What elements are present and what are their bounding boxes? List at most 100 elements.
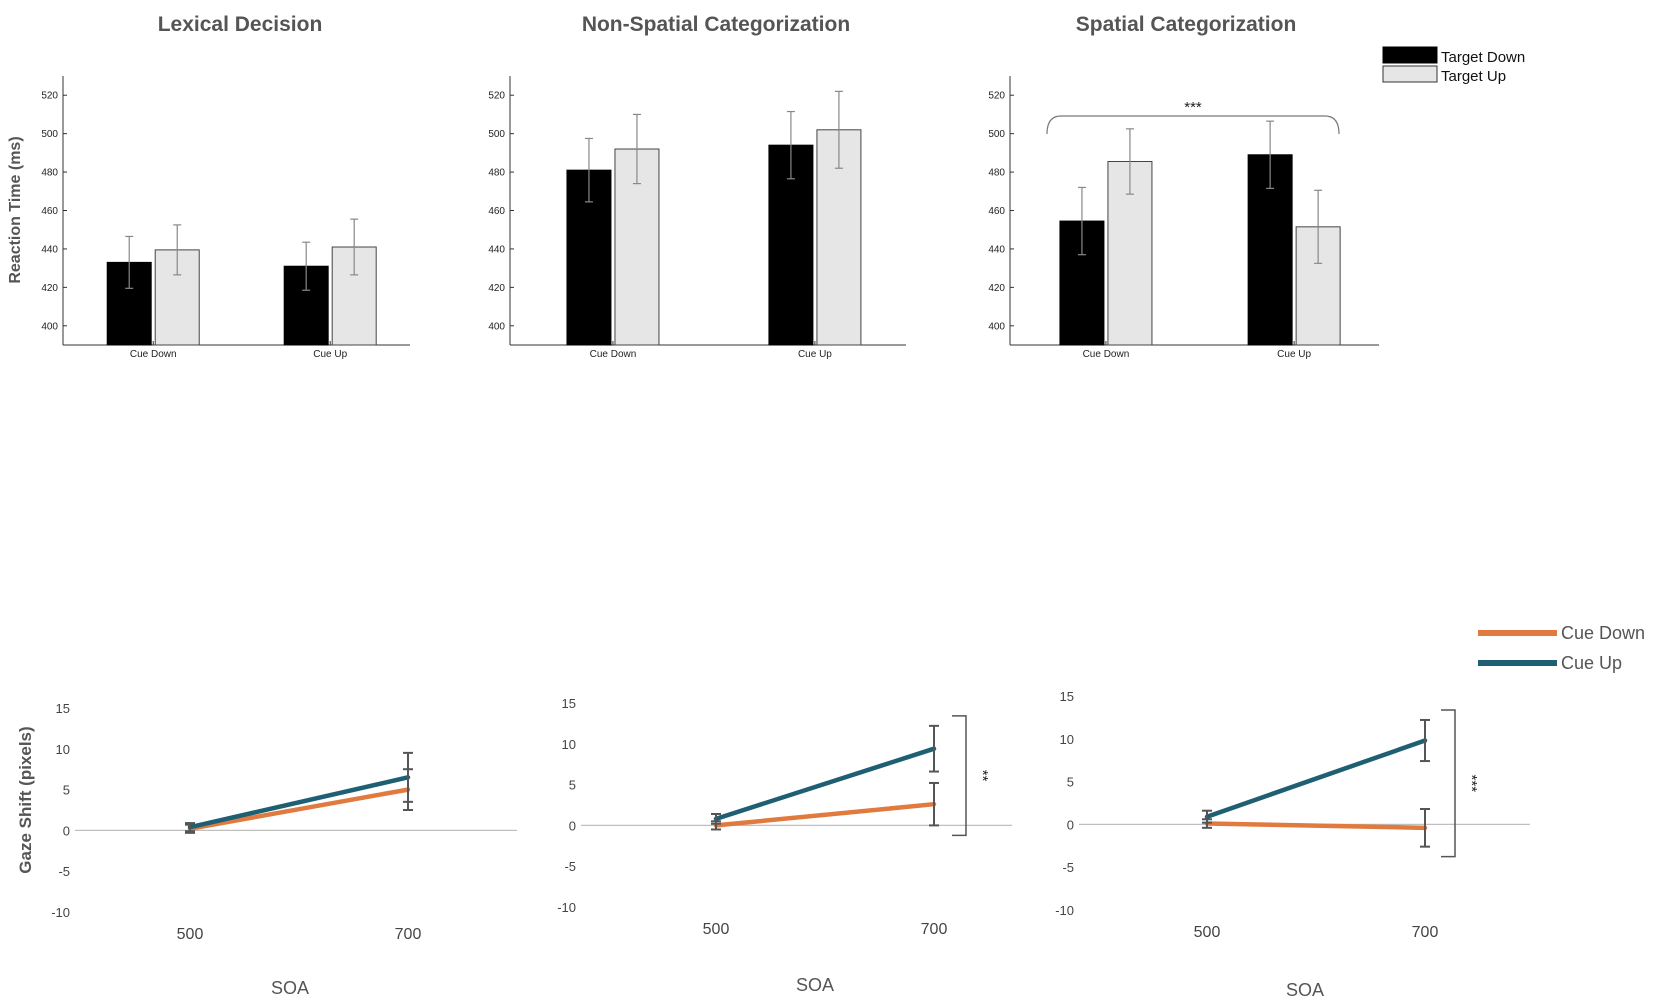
y-tick-label: 10: [1060, 732, 1074, 747]
rt-ylabel: Reaction Time (ms): [7, 136, 24, 283]
line-legend: Cue Down Cue Up: [1478, 623, 1645, 673]
y-tick-label: 460: [988, 206, 1005, 217]
x-tick-label: Cue Down: [1083, 349, 1130, 360]
error-bar-cue-up-700: [1420, 718, 1430, 763]
y-tick-label: 0: [569, 818, 576, 833]
y-tick-label: 420: [988, 283, 1005, 294]
y-tick-label: 440: [988, 244, 1005, 255]
y-tick-label: 10: [562, 737, 576, 752]
significance-stars: **: [974, 770, 991, 782]
significance-bracket: [1441, 709, 1456, 858]
series-line-cue-up: [1204, 738, 1428, 819]
gaze-panel-3: -10 -5 0 5 10 15 500 700 SOA ***: [1055, 689, 1530, 1000]
legend-label-cue-down: Cue Down: [1561, 623, 1645, 643]
y-tick-label: 10: [56, 742, 70, 757]
error-bar-target-up-cue-down: [173, 224, 182, 276]
y-tick-label: -10: [1055, 903, 1074, 918]
y-tick-label: 480: [41, 168, 58, 179]
bar-target-up-cue-down: [154, 249, 200, 346]
bar-legend: Target Down Target Up: [1382, 46, 1525, 85]
panel-title: Spatial Categorization: [1076, 13, 1297, 36]
y-tick-label: 520: [41, 91, 58, 102]
x-tick-label: Cue Up: [1277, 349, 1311, 360]
error-bar-cue-up-500: [1202, 809, 1212, 824]
y-tick-label: -10: [557, 900, 576, 915]
panel-title: Non-Spatial Categorization: [582, 13, 850, 36]
y-tick-label: 400: [488, 321, 505, 332]
x-tick-label: 500: [703, 921, 730, 938]
series-line-cue-up: [187, 775, 411, 830]
legend-label-target-up: Target Up: [1441, 68, 1506, 85]
y-tick-label: 15: [562, 696, 576, 711]
y-tick-label: 15: [1060, 689, 1074, 704]
legend-swatch-target-up: [1382, 65, 1438, 83]
error-bar-target-up-cue-up: [834, 90, 843, 169]
y-tick-label: 480: [988, 168, 1005, 179]
bar-panel-non-spatial-categorization: Non-Spatial Categorization 400 420 440 460 48…: [488, 13, 906, 360]
y-tick-label: 440: [488, 244, 505, 255]
y-tick-label: 420: [41, 283, 58, 294]
y-tick-label: 500: [488, 129, 505, 140]
series-line-cue-down: [713, 801, 937, 828]
bar-panel-lexical-decision: Lexical Decision 400 420 440 460 480 500 520 Cue…: [41, 13, 410, 360]
x-tick-label: Cue Down: [590, 349, 637, 360]
error-bar-cue-up-700: [929, 724, 939, 773]
legend-label-cue-up: Cue Up: [1561, 653, 1622, 673]
legend-label-target-down: Target Down: [1441, 49, 1525, 66]
y-tick-label: 5: [569, 778, 576, 793]
y-tick-label: 400: [988, 321, 1005, 332]
reaction-time-panels: Lexical Decision 400 420 440 460 480 500 520 Cue…: [41, 13, 1379, 360]
error-bar-target-up-cue-up: [1314, 189, 1323, 264]
y-tick-label: 15: [56, 701, 70, 716]
error-bar-target-down-cue-up: [786, 110, 795, 180]
x-axis-label: SOA: [796, 975, 834, 995]
y-tick-label: 5: [63, 783, 70, 798]
x-tick-label: Cue Down: [130, 349, 177, 360]
error-bar-target-down-cue-up: [302, 241, 311, 291]
error-bar-cue-up-500: [185, 822, 195, 833]
y-tick-label: 500: [988, 129, 1005, 140]
error-bar-target-up-cue-up: [350, 218, 359, 276]
x-axis-label: SOA: [271, 978, 309, 998]
error-bar-cue-down-700: [1420, 807, 1430, 848]
y-tick-label: 520: [988, 91, 1005, 102]
y-tick-label: 420: [488, 283, 505, 294]
y-tick-label: -10: [51, 905, 70, 920]
error-bar-target-up-cue-down: [632, 113, 641, 185]
gaze-ylabel: Gaze Shift (pixels): [16, 726, 35, 873]
error-bar-cue-up-700: [403, 751, 413, 803]
series-line-cue-down: [187, 787, 411, 832]
error-bar-target-up-cue-down: [1125, 128, 1134, 195]
error-bar-target-down-cue-down: [1077, 186, 1086, 256]
y-tick-label: -5: [58, 864, 70, 879]
error-bar-target-down-cue-up: [1266, 120, 1275, 190]
y-tick-label: 0: [63, 823, 70, 838]
x-tick-label: 700: [1412, 924, 1439, 941]
y-tick-label: 0: [1067, 817, 1074, 832]
significance-stars: ***: [1463, 775, 1480, 793]
y-tick-label: 480: [488, 168, 505, 179]
x-tick-label: Cue Up: [798, 349, 832, 360]
x-tick-label: 700: [921, 921, 948, 938]
significance-stars: ***: [1184, 99, 1202, 116]
legend-swatch-target-down: [1382, 46, 1438, 64]
series-line-cue-down: [1204, 821, 1428, 831]
gaze-panel-2: -10 -5 0 5 10 15 500 700 SOA **: [557, 696, 1012, 995]
x-tick-label: 700: [395, 926, 422, 943]
significance-bracket: [952, 715, 967, 837]
significance-bracket: [1046, 115, 1340, 135]
y-tick-label: -5: [564, 859, 576, 874]
gaze-shift-panels: -10 -5 0 5 10 15 500 700 SOA -10 -5 0 5 10 15 500 700 SOA…: [51, 689, 1530, 1000]
y-tick-label: -5: [1062, 860, 1074, 875]
bar-panel-spatial-categorization: Spatial Categorization 400 420 440 460 480 500…: [988, 13, 1379, 360]
y-tick-label: 5: [1067, 775, 1074, 790]
error-bar-target-down-cue-down: [584, 137, 593, 203]
gaze-panel-1: -10 -5 0 5 10 15 500 700 SOA: [51, 701, 517, 998]
error-bar-target-down-cue-down: [125, 235, 134, 289]
bar-target-up-cue-up: [331, 246, 377, 346]
x-tick-label: 500: [1194, 924, 1221, 941]
error-bar-cue-up-500: [711, 812, 721, 825]
error-bar-cue-down-700: [929, 781, 939, 827]
y-tick-label: 520: [488, 91, 505, 102]
